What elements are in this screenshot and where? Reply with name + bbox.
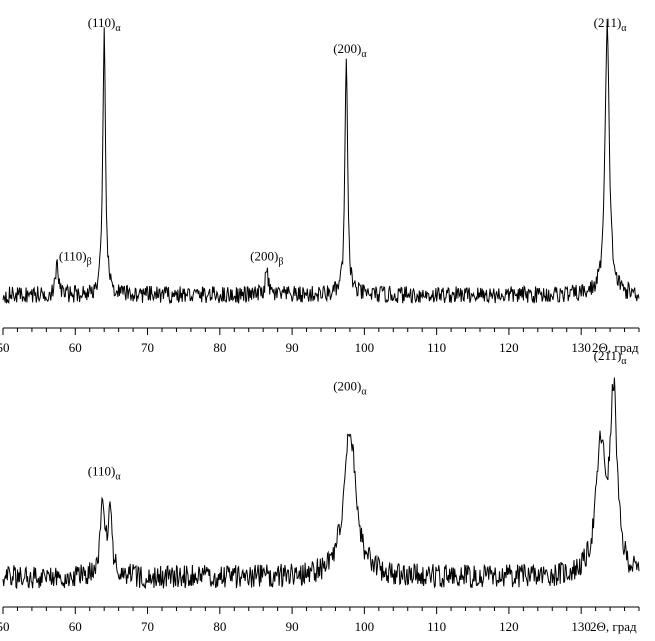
peak-label-phase: α — [115, 472, 121, 483]
x-tick-label: 60 — [69, 340, 82, 355]
x-tick-label: 110 — [427, 340, 446, 355]
peak-label-base: (211) — [594, 348, 622, 363]
x-tick-label: 110 — [427, 619, 446, 634]
peak-label: (200)α — [333, 41, 367, 60]
peak-label-base: (200) — [250, 248, 278, 263]
x-tick-label: 90 — [286, 619, 299, 634]
peak-label: (110)α — [88, 464, 122, 483]
x-axis-title: 2Θ, град — [592, 340, 639, 355]
peak-label-base: (110) — [88, 15, 116, 30]
peak-label-phase: α — [361, 49, 367, 60]
x-tick-label: 80 — [213, 340, 226, 355]
peak-label: (110)β — [59, 248, 92, 267]
peak-label-phase: β — [278, 256, 283, 267]
x-tick-label: 120 — [499, 340, 519, 355]
peak-label: (110)α — [88, 15, 122, 34]
peak-label: (211)α — [594, 15, 628, 34]
peak-label-base: (110) — [88, 464, 116, 479]
x-tick-label: 100 — [355, 619, 375, 634]
peak-label: (211)α — [594, 348, 628, 367]
peak-label-base: (211) — [594, 15, 622, 30]
x-tick-label: 80 — [213, 619, 226, 634]
peak-label-phase: α — [621, 356, 627, 367]
xrd-panel-2: 50607080901001101201302Θ, град(110)α(200… — [0, 348, 640, 634]
x-tick-label: 90 — [286, 340, 299, 355]
peak-label-base: (110) — [59, 248, 87, 263]
xrd-panel-1: 50607080901001101201302Θ, град(110)β(110… — [0, 15, 640, 355]
x-tick-label: 60 — [69, 619, 82, 634]
diffraction-trace — [2, 377, 640, 590]
x-tick-label: 70 — [141, 619, 154, 634]
diffraction-trace — [2, 20, 640, 305]
x-tick-label: 50 — [0, 340, 10, 355]
peak-label-phase: α — [621, 23, 627, 34]
x-axis-title: 2Θ, град — [590, 619, 637, 634]
x-tick-label: 130 — [571, 619, 591, 634]
x-tick-label: 50 — [0, 619, 10, 634]
x-tick-label: 100 — [355, 340, 375, 355]
x-tick-label: 130 — [571, 340, 591, 355]
x-tick-label: 70 — [141, 340, 154, 355]
peak-label-phase: α — [115, 23, 121, 34]
peak-label-base: (200) — [333, 41, 361, 56]
peak-label-base: (200) — [333, 379, 361, 394]
peak-label: (200)β — [250, 248, 283, 267]
peak-label: (200)α — [333, 379, 367, 398]
peak-label-phase: β — [87, 256, 92, 267]
peak-label-phase: α — [361, 387, 367, 398]
x-tick-label: 120 — [499, 619, 519, 634]
